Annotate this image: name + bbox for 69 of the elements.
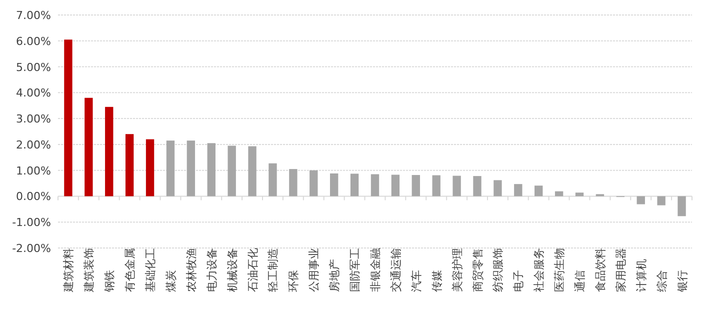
x-tick-label: 有色金属 bbox=[124, 248, 137, 292]
x-tick-label: 机械设备 bbox=[226, 248, 239, 292]
y-tick-label: 4.00% bbox=[16, 86, 51, 100]
x-tick-label: 综合 bbox=[655, 270, 668, 292]
bar bbox=[248, 146, 256, 196]
x-tick-label: 医药生物 bbox=[553, 248, 566, 292]
y-tick-label: -1.00% bbox=[12, 216, 51, 230]
x-tick-label: 环保 bbox=[287, 270, 300, 292]
x-tick-label: 家用电器 bbox=[614, 248, 628, 292]
x-tick-label: 国防军工 bbox=[348, 248, 362, 292]
bar bbox=[310, 170, 318, 196]
bar bbox=[268, 163, 277, 196]
x-tick-label: 轻工制造 bbox=[266, 248, 280, 292]
bar bbox=[186, 140, 196, 196]
x-tick-label: 汽车 bbox=[410, 270, 423, 292]
x-tick-label: 交通运输 bbox=[389, 248, 402, 292]
x-tick-label: 建筑装饰 bbox=[82, 248, 96, 293]
x-tick-label: 煤炭 bbox=[164, 270, 178, 292]
bar bbox=[84, 98, 93, 196]
bar bbox=[575, 192, 584, 196]
x-tick-label: 食品饮料 bbox=[594, 248, 607, 292]
bar bbox=[391, 174, 400, 196]
bar bbox=[330, 173, 338, 196]
bar bbox=[657, 196, 666, 206]
y-tick-label: -2.00% bbox=[12, 242, 51, 255]
x-tick-label: 建筑材料 bbox=[62, 248, 76, 293]
x-tick-label: 钢铁 bbox=[103, 270, 116, 293]
bar bbox=[105, 106, 114, 196]
bar bbox=[473, 176, 482, 196]
y-tick-label: 6.00% bbox=[16, 34, 51, 48]
y-tick-label: 2.00% bbox=[16, 138, 51, 152]
bar bbox=[432, 175, 440, 196]
bar bbox=[350, 174, 359, 196]
y-tick-label: 1.00% bbox=[16, 164, 51, 178]
x-tick-label: 石油石化 bbox=[246, 248, 260, 292]
y-tick-label: 3.00% bbox=[16, 112, 51, 126]
bar bbox=[146, 139, 154, 196]
bar bbox=[452, 176, 461, 196]
bar bbox=[125, 134, 134, 196]
bar bbox=[228, 146, 236, 196]
x-tick-label: 公用事业 bbox=[308, 248, 321, 292]
bar bbox=[636, 196, 645, 204]
bar bbox=[534, 186, 543, 196]
bar bbox=[494, 180, 502, 196]
bar bbox=[64, 40, 72, 196]
x-tick-label: 计算机 bbox=[634, 259, 648, 292]
bar bbox=[166, 140, 175, 196]
bar bbox=[514, 184, 522, 196]
bar bbox=[207, 143, 216, 196]
x-tick-label: 非银金融 bbox=[369, 248, 382, 292]
x-tick-label: 电子 bbox=[512, 270, 526, 292]
y-tick-label: 0.00% bbox=[16, 190, 51, 204]
bar bbox=[289, 169, 298, 196]
bar bbox=[412, 174, 420, 196]
x-tick-label: 传媒 bbox=[430, 270, 444, 292]
y-tick-label: 7.00% bbox=[16, 9, 51, 22]
bar bbox=[678, 196, 686, 216]
x-tick-label: 农林牧渔 bbox=[184, 248, 198, 292]
y-tick-label: 5.00% bbox=[16, 60, 51, 74]
bar bbox=[370, 174, 380, 196]
x-tick-label: 房地产 bbox=[328, 259, 342, 292]
x-tick-label: 纺织服饰 bbox=[492, 248, 505, 292]
x-tick-label: 电力设备 bbox=[205, 248, 218, 292]
x-tick-label: 通信 bbox=[574, 270, 587, 292]
x-tick-label: 商贸零售 bbox=[471, 248, 484, 292]
x-tick-label: 银行 bbox=[676, 270, 689, 293]
x-tick-label: 社会服务 bbox=[532, 248, 546, 292]
x-tick-label: 基础化工 bbox=[144, 248, 158, 292]
x-tick-label: 美容护理 bbox=[450, 248, 464, 292]
